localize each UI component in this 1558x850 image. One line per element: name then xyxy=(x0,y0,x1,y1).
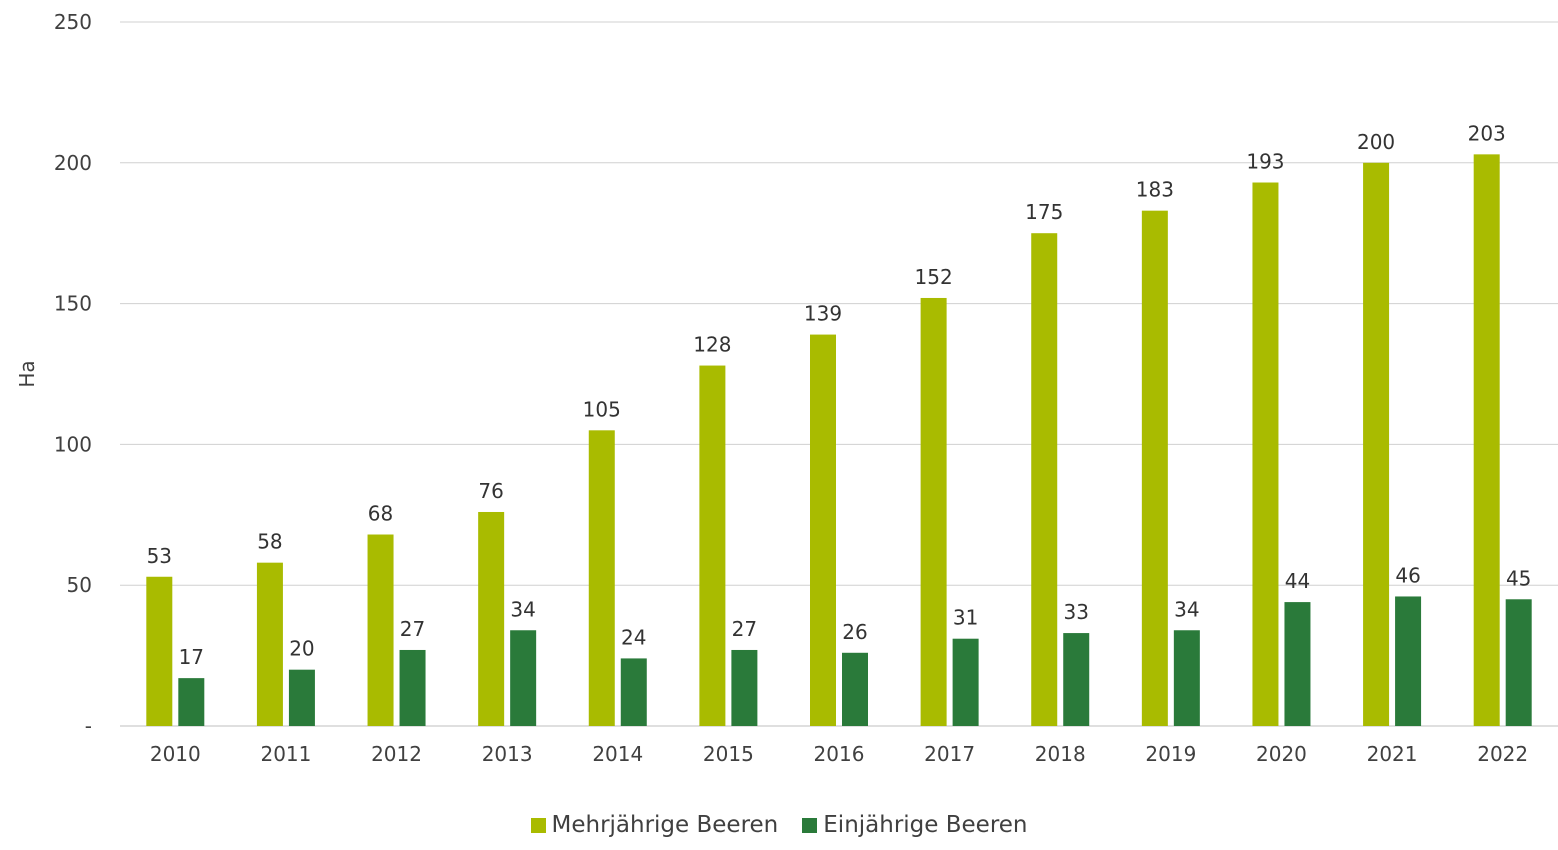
y-tick-label: 50 xyxy=(67,573,92,597)
bar xyxy=(256,562,283,726)
data-label: 33 xyxy=(1064,600,1089,624)
bar xyxy=(731,649,758,726)
data-label: 152 xyxy=(915,265,953,289)
data-label: 183 xyxy=(1136,178,1174,202)
bar xyxy=(920,297,947,726)
bar xyxy=(810,334,836,726)
data-label: 34 xyxy=(510,597,535,621)
x-tick-label: 2017 xyxy=(924,742,975,766)
y-tick-label: 250 xyxy=(54,10,92,34)
x-tick-label: 2010 xyxy=(150,742,201,766)
data-label: 17 xyxy=(179,645,204,669)
data-label: 139 xyxy=(804,302,842,326)
data-label: 200 xyxy=(1357,130,1395,154)
data-label: 31 xyxy=(953,606,978,630)
x-tick-label: 2018 xyxy=(1035,742,1086,766)
y-axis-label: Ha xyxy=(15,360,39,387)
y-tick-label: 150 xyxy=(54,292,92,316)
legend-swatch-einjaehrige xyxy=(802,817,818,833)
x-tick-label: 2012 xyxy=(371,742,422,766)
bar xyxy=(1473,154,1500,727)
data-label: 45 xyxy=(1506,566,1531,590)
bar xyxy=(588,430,615,726)
x-tick-label: 2020 xyxy=(1256,742,1307,766)
legend-label-mehrjaehrige: Mehrjährige Beeren xyxy=(551,812,779,838)
bar xyxy=(399,649,426,726)
bar xyxy=(1395,596,1422,726)
x-tick-label: 2013 xyxy=(482,742,533,766)
data-label: 44 xyxy=(1285,569,1310,593)
bar xyxy=(1284,602,1311,726)
bar xyxy=(1141,210,1168,726)
x-tick-label: 2021 xyxy=(1367,742,1418,766)
x-tick-label: 2019 xyxy=(1145,742,1196,766)
x-tick-label: 2022 xyxy=(1477,742,1528,766)
data-label: 24 xyxy=(621,625,646,649)
bar xyxy=(1252,182,1279,727)
legend-swatch-mehrjaehrige xyxy=(530,817,546,833)
legend-label-einjaehrige: Einjährige Beeren xyxy=(823,812,1028,838)
legend-item-einjaehrige: Einjährige Beeren xyxy=(802,812,1028,838)
bar xyxy=(178,678,205,726)
bar xyxy=(952,638,979,726)
data-label: 27 xyxy=(400,617,425,641)
data-label: 193 xyxy=(1246,150,1284,174)
bar xyxy=(699,365,726,726)
bar xyxy=(1505,599,1532,726)
bar xyxy=(478,511,505,726)
data-label: 27 xyxy=(732,617,757,641)
bar xyxy=(510,630,537,726)
bar xyxy=(288,669,315,726)
data-label: 128 xyxy=(693,333,731,357)
data-label: 105 xyxy=(583,397,621,421)
legend-item-mehrjaehrige: Mehrjährige Beeren xyxy=(530,812,779,838)
data-label: 20 xyxy=(289,637,314,661)
data-label: 26 xyxy=(842,620,867,644)
legend: Mehrjährige Beeren Einjährige Beeren xyxy=(0,812,1558,838)
bar xyxy=(1063,633,1090,726)
data-label: 34 xyxy=(1174,597,1199,621)
data-label: 203 xyxy=(1468,121,1506,145)
x-tick-label: 2015 xyxy=(703,742,754,766)
bar xyxy=(1173,630,1200,726)
data-label: 46 xyxy=(1395,563,1420,587)
data-label: 68 xyxy=(368,502,393,526)
bar xyxy=(620,658,647,726)
bar xyxy=(1363,162,1390,727)
data-label: 58 xyxy=(257,530,282,554)
x-tick-label: 2016 xyxy=(814,742,865,766)
x-tick-label: 2014 xyxy=(592,742,643,766)
x-tick-label: 2011 xyxy=(260,742,311,766)
data-label: 175 xyxy=(1025,200,1063,224)
y-tick-label: 100 xyxy=(54,432,92,456)
bar xyxy=(842,652,868,726)
y-tick-label: - xyxy=(85,714,92,738)
bar xyxy=(367,534,394,726)
data-label: 76 xyxy=(478,479,503,503)
bar xyxy=(146,576,173,726)
y-tick-label: 200 xyxy=(54,151,92,175)
bar xyxy=(1031,233,1058,726)
data-label: 53 xyxy=(147,544,172,568)
